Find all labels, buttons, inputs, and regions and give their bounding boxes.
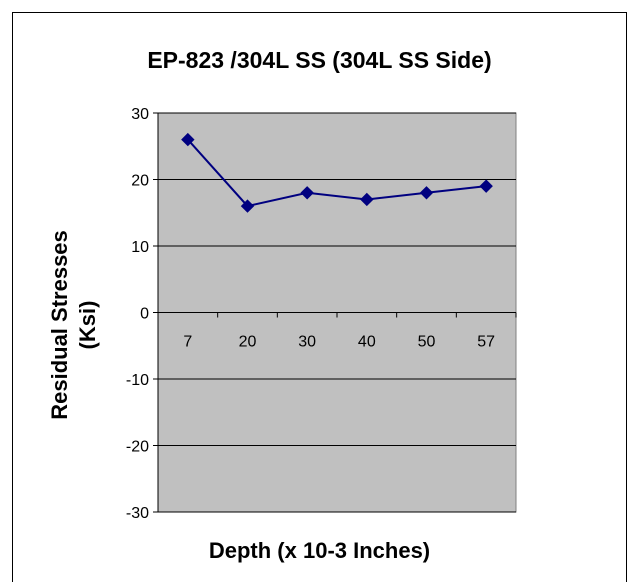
x-tick-label: 50 xyxy=(418,334,436,351)
y-tick-label: 30 xyxy=(131,106,149,123)
x-axis-label: Depth (x 10-3 Inches) xyxy=(208,538,431,563)
y-tick-label: 0 xyxy=(140,306,149,323)
chart-frame xyxy=(12,12,627,582)
y-tick-label: 20 xyxy=(131,173,149,190)
y-tick-label: -30 xyxy=(126,505,149,522)
data-point xyxy=(419,186,434,200)
x-tick-label: 20 xyxy=(239,334,257,351)
data-point xyxy=(240,199,255,213)
chart-title: EP-823 /304L SS (304L SS Side) xyxy=(147,47,492,73)
data-point xyxy=(181,132,195,147)
y-tick-label: -20 xyxy=(126,439,149,456)
y-tick-label: -10 xyxy=(126,372,149,389)
y-tick-label: 10 xyxy=(131,239,149,256)
data-point xyxy=(300,186,314,200)
x-tick-label: 7 xyxy=(183,334,192,351)
data-point xyxy=(360,192,374,207)
series-line xyxy=(187,138,487,208)
x-tick-label: 40 xyxy=(358,334,376,351)
data-point xyxy=(479,179,493,193)
x-tick-label: 30 xyxy=(298,334,316,351)
x-tick-label: 57 xyxy=(477,334,495,351)
